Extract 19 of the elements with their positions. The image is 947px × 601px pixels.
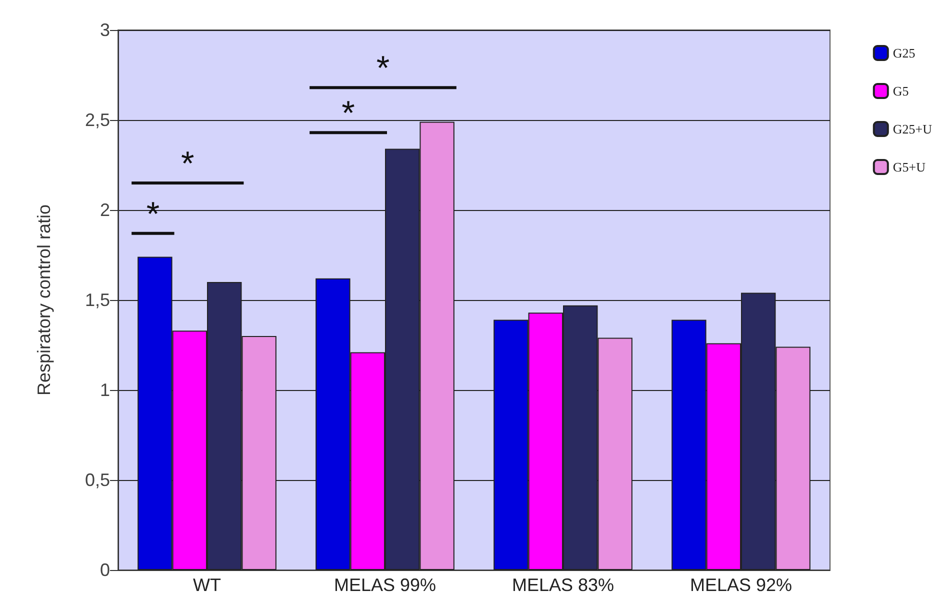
legend-label: G25+U [892, 122, 933, 136]
y-tick-label: 0,5 [84, 470, 110, 490]
y-tick-label: 3 [100, 20, 110, 40]
y-tick-label: 1,5 [84, 290, 110, 310]
y-tick-label: 1 [100, 380, 110, 400]
y-tick-label: 2,5 [84, 110, 110, 130]
y-axis-title: Respiratory control ratio [34, 204, 54, 396]
x-tick-label: MELAS 83% [512, 575, 614, 595]
annotation: * [342, 94, 355, 133]
y-tick-label: 2 [100, 200, 110, 220]
legend-label: G5+U [892, 160, 926, 174]
legend-label: G25 [892, 46, 916, 60]
annotation: * [376, 50, 390, 88]
x-tick-label: MELAS 92% [690, 575, 792, 595]
x-tick-label: WT [193, 575, 221, 595]
x-tick-label: MELAS 99% [334, 575, 436, 595]
annotation: * [181, 145, 194, 183]
legend-label: G5 [892, 84, 909, 98]
y-tick-label: 0 [100, 560, 110, 580]
